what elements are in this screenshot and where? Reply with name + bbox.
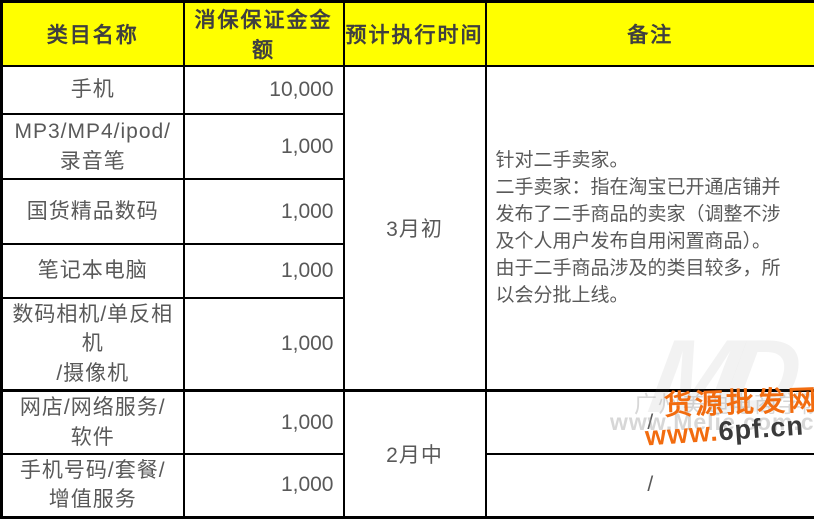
category-cell: 国货精品数码	[2, 179, 184, 244]
category-cell: 手机	[2, 66, 184, 114]
table-header-row: 类目名称 消保保证金金额 预计执行时间 备注	[2, 2, 814, 67]
amount-cell: 1,000	[184, 179, 344, 244]
table-row: 手机 10,000 3月初 针对二手卖家。 二手卖家：指在淘宝已开通店铺并 发布…	[2, 66, 814, 114]
amount-cell: 1,000	[184, 114, 344, 179]
notes-cell-row6: /	[486, 391, 814, 454]
amount-cell: 1,000	[184, 244, 344, 298]
amount-cell: 1,000	[184, 298, 344, 391]
header-execution-time: 预计执行时间	[344, 2, 486, 67]
category-cell: 笔记本电脑	[2, 244, 184, 298]
time-cell-group2: 2月中	[344, 391, 486, 518]
category-cell: 网店/网络服务/ 软件	[2, 391, 184, 454]
header-deposit-amount: 消保保证金金额	[184, 2, 344, 67]
time-cell-group1: 3月初	[344, 66, 486, 391]
notes-cell-row7: /	[486, 454, 814, 517]
category-cell: MP3/MP4/ipod/ 录音笔	[2, 114, 184, 179]
category-cell: 数码相机/单反相机 /摄像机	[2, 298, 184, 391]
table-row: 网店/网络服务/ 软件 1,000 2月中 /	[2, 391, 814, 454]
category-cell: 手机号码/套餐/ 增值服务	[2, 454, 184, 517]
amount-cell: 10,000	[184, 66, 344, 114]
deposit-rules-table-page: 类目名称 消保保证金金额 预计执行时间 备注 手机 10,000 3月初 针对二…	[0, 0, 814, 455]
notes-cell-group1: 针对二手卖家。 二手卖家：指在淘宝已开通店铺并 发布了二手商品的卖家（调整不涉 …	[486, 66, 814, 391]
header-notes: 备注	[486, 2, 814, 67]
amount-cell: 1,000	[184, 454, 344, 517]
header-category: 类目名称	[2, 2, 184, 67]
amount-cell: 1,000	[184, 391, 344, 454]
